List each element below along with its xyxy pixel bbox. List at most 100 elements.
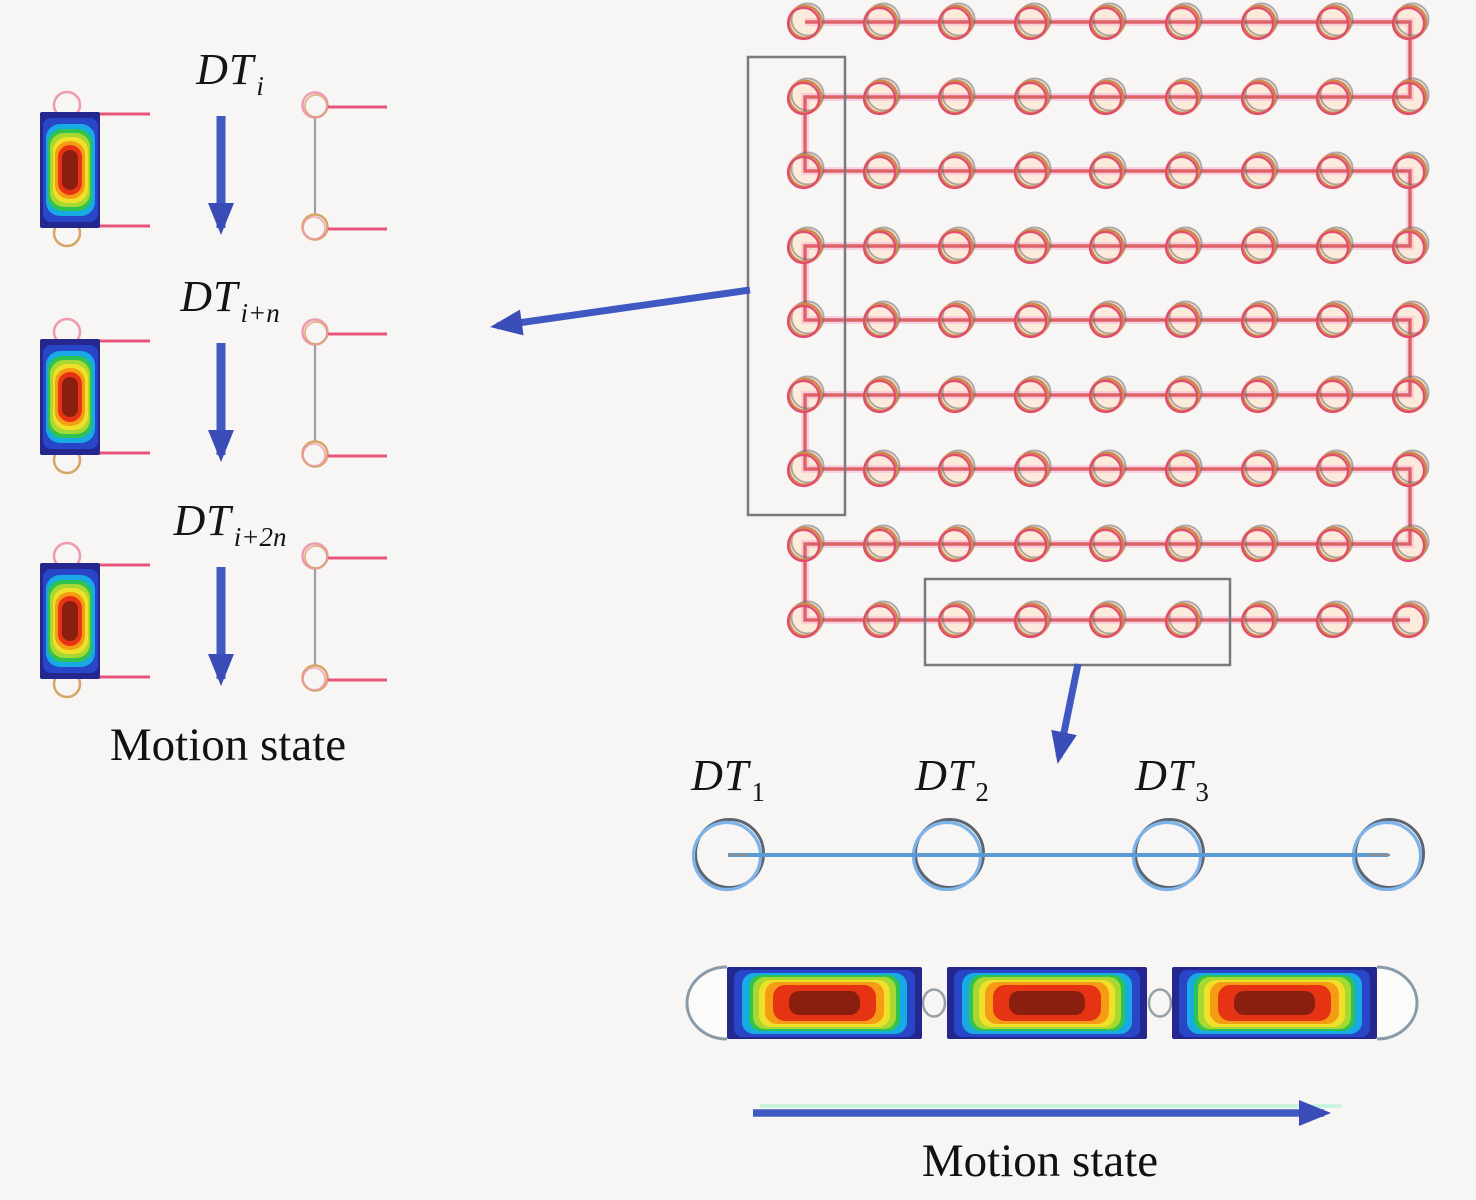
node-ring-gray <box>1244 151 1279 186</box>
node-ring-pink <box>1164 528 1199 563</box>
thermal-image-vertical <box>40 563 100 679</box>
dt-label: DT2 <box>877 750 1027 807</box>
node-ring-pink <box>1391 230 1426 265</box>
dt-label-sub: i <box>256 71 264 101</box>
node-ring-gray <box>1168 600 1203 635</box>
node-ring-gray <box>1092 226 1127 261</box>
grid-node-rings <box>786 2 1430 639</box>
node-ring-gray <box>1017 449 1052 484</box>
node-ring-gray <box>1395 300 1430 335</box>
node-ring-gray <box>941 151 976 186</box>
node-ring-pink <box>937 304 972 339</box>
left-motion-sequence: DTi DTi+n DTi+2n <box>0 0 450 760</box>
dt-label-sub: i+2n <box>233 522 287 552</box>
node-ring-gray <box>1395 600 1430 635</box>
node-ring-gray <box>941 2 976 37</box>
node-ring-gray <box>866 151 901 186</box>
dt-label-main: DT <box>196 45 255 94</box>
capsule-cap-right <box>1376 965 1419 1041</box>
node-ring-pink <box>862 230 897 265</box>
node-ring-pink <box>786 81 821 116</box>
dt-label-main: DT <box>915 751 974 800</box>
node-ring-gray <box>1395 151 1430 186</box>
node-ring-gray <box>1168 151 1203 186</box>
dt-label-main: DT <box>180 272 239 321</box>
node-ring-pink <box>1240 6 1275 41</box>
node-ring-pink <box>1240 379 1275 414</box>
node-ring-pink <box>1391 604 1426 639</box>
node-ring-pink <box>1240 604 1275 639</box>
node-ring-pink <box>862 304 897 339</box>
node-ring-gray <box>790 77 825 112</box>
node-ring-pink <box>1164 6 1199 41</box>
node-ring-gray <box>941 600 976 635</box>
node-ring-pink <box>786 6 821 41</box>
node-ring-gray <box>1017 151 1052 186</box>
dt-label: DTi <box>130 44 330 101</box>
capsule-gap-circle <box>921 988 947 1018</box>
heat-layer <box>1009 991 1085 1015</box>
node-ring-pink <box>1013 230 1048 265</box>
node-ring-pink <box>1240 155 1275 190</box>
node-ring-gray <box>1244 77 1279 112</box>
node-ring-gray <box>790 300 825 335</box>
node-ring-gray <box>1092 600 1127 635</box>
node-ring-gray <box>1168 77 1203 112</box>
node-ring-pink <box>862 453 897 488</box>
thermal-image-vertical <box>40 339 100 455</box>
node-ring-gray <box>1168 300 1203 335</box>
node-ring-pink <box>786 230 821 265</box>
node-ring-pink <box>1315 155 1350 190</box>
bottom-dt-row <box>691 818 1425 892</box>
node-ring-pink <box>786 304 821 339</box>
node-ring-gray <box>1092 300 1127 335</box>
pair-circle-top-inner <box>304 321 328 345</box>
node-ring-pink <box>1240 81 1275 116</box>
node-ring-gray <box>1319 2 1354 37</box>
node-ring-pink <box>1088 155 1123 190</box>
node-ring-pink <box>862 155 897 190</box>
node-ring-pink <box>1164 453 1199 488</box>
bottom-motion-state-caption: Motion state <box>921 1135 1159 1187</box>
node-ring-gray <box>866 300 901 335</box>
callout-arrow-down <box>1051 663 1082 764</box>
dt-label-sub: 3 <box>1195 777 1209 807</box>
node-ring-pink <box>1391 528 1426 563</box>
node-ring-pink <box>1088 604 1123 639</box>
node-ring-pink <box>1164 604 1199 639</box>
node-ring-pink <box>1013 453 1048 488</box>
node-ring-pink <box>1013 304 1048 339</box>
left-motion-state-caption: Motion state <box>109 719 347 771</box>
pair-circle-bottom-inner <box>302 443 326 467</box>
node-ring-gray <box>1092 375 1127 410</box>
callout-arrow-left <box>490 286 751 336</box>
heat-layer <box>62 377 78 417</box>
node-ring-gray <box>866 77 901 112</box>
node-ring-gray <box>790 375 825 410</box>
node-ring-gray <box>1395 226 1430 261</box>
node-ring-pink <box>1240 230 1275 265</box>
node-ring-gray <box>1319 77 1354 112</box>
node-ring-gray <box>1017 600 1052 635</box>
node-ring-gray <box>1244 300 1279 335</box>
node-ring-pink <box>1391 6 1426 41</box>
node-ring-gray <box>1395 524 1430 559</box>
node-ring-pink <box>937 81 972 116</box>
node-ring-pink <box>1013 604 1048 639</box>
node-ring-pink <box>1315 304 1350 339</box>
thermal-image-horizontal <box>1172 967 1377 1039</box>
node-ring-gray <box>1168 449 1203 484</box>
node-ring-gray <box>1017 524 1052 559</box>
heat-layer <box>62 601 78 641</box>
node-ring-pink <box>1240 304 1275 339</box>
node-ring-gray <box>1319 449 1354 484</box>
node-ring-gray <box>790 449 825 484</box>
node-ring-gray <box>1092 151 1127 186</box>
zoom-box-column <box>746 55 847 517</box>
node-ring-pink <box>1164 230 1199 265</box>
node-ring-pink <box>1164 155 1199 190</box>
node-ring-pink <box>1315 81 1350 116</box>
